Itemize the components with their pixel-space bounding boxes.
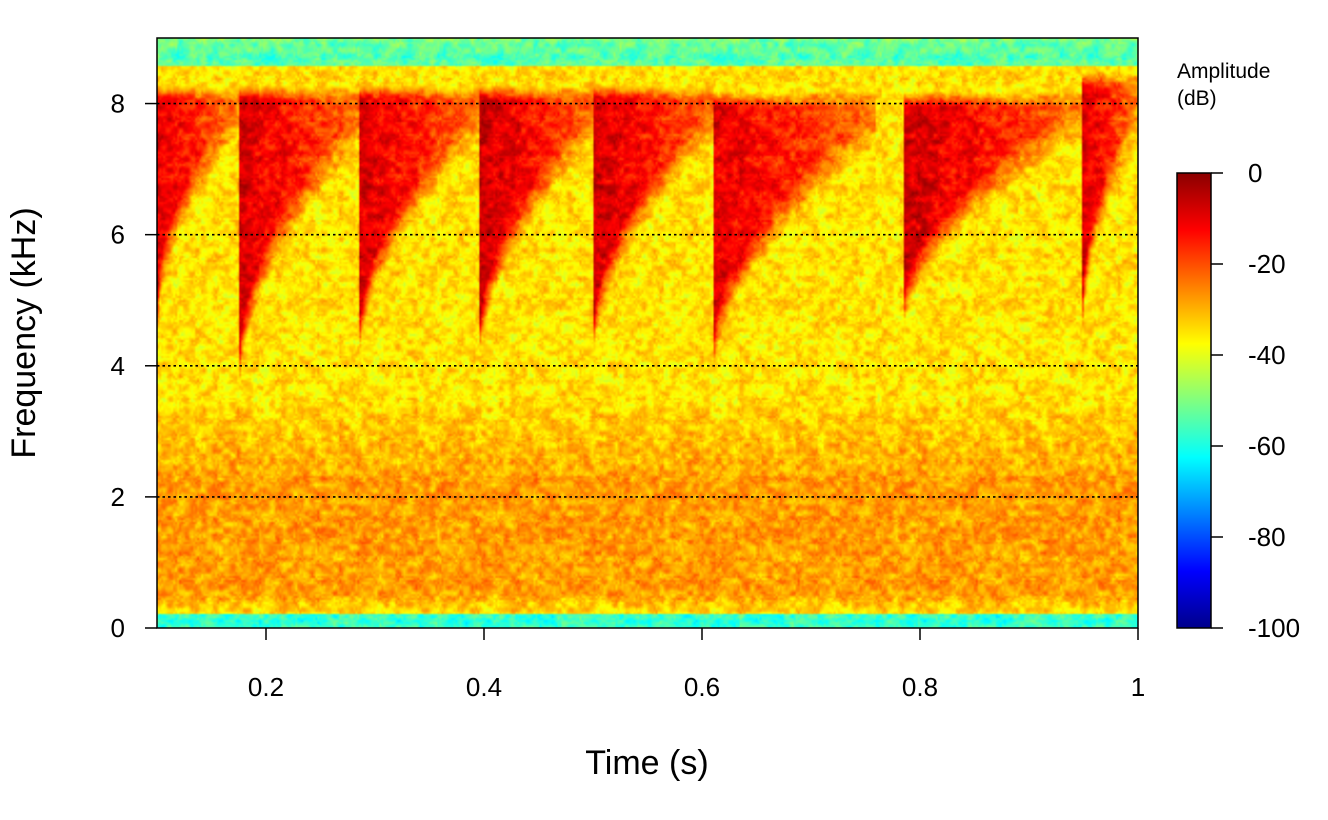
y-tick-label: 4 bbox=[111, 351, 125, 381]
colorbar-tick-label: -80 bbox=[1248, 522, 1286, 552]
colorbar-legend: Amplitude (dB) 0 -20 -40 -60 -80 -100 bbox=[1176, 60, 1300, 643]
spectrogram-image bbox=[157, 38, 1138, 628]
colorbar-title-line1: Amplitude bbox=[1177, 60, 1270, 83]
colorbar-tick-label: -60 bbox=[1248, 431, 1286, 461]
y-tick-label: 8 bbox=[111, 89, 125, 119]
x-axis-title: Time (s) bbox=[585, 744, 708, 782]
colorbar-tick-label: 0 bbox=[1248, 158, 1262, 188]
x-tick-label: 1 bbox=[1131, 672, 1145, 702]
y-axis: 0 2 4 6 8 bbox=[111, 89, 157, 643]
x-tick-label: 0.6 bbox=[684, 672, 720, 702]
spectrogram-heatmap bbox=[157, 38, 1138, 628]
y-tick-label: 2 bbox=[111, 482, 125, 512]
colorbar-ticks: 0 -20 -40 -60 -80 -100 bbox=[1211, 158, 1300, 643]
plot-frame bbox=[156, 37, 1139, 629]
colorbar-tick-label: -40 bbox=[1248, 340, 1286, 370]
reference-lines bbox=[157, 102, 1138, 498]
colorbar-tick-label: -20 bbox=[1248, 249, 1286, 279]
colorbar-title-line2: (dB) bbox=[1177, 87, 1217, 110]
y-tick-label: 0 bbox=[111, 613, 125, 643]
x-axis: 0.2 0.4 0.6 0.8 1 bbox=[248, 628, 1145, 702]
x-tick-label: 0.4 bbox=[466, 672, 502, 702]
x-tick-label: 0.8 bbox=[902, 672, 938, 702]
colorbar bbox=[1176, 172, 1212, 629]
x-tick-label: 0.2 bbox=[248, 672, 284, 702]
colorbar-tick-label: -100 bbox=[1248, 613, 1300, 643]
y-tick-label: 6 bbox=[111, 220, 125, 250]
y-axis-title: Frequency (kHz) bbox=[5, 207, 43, 458]
